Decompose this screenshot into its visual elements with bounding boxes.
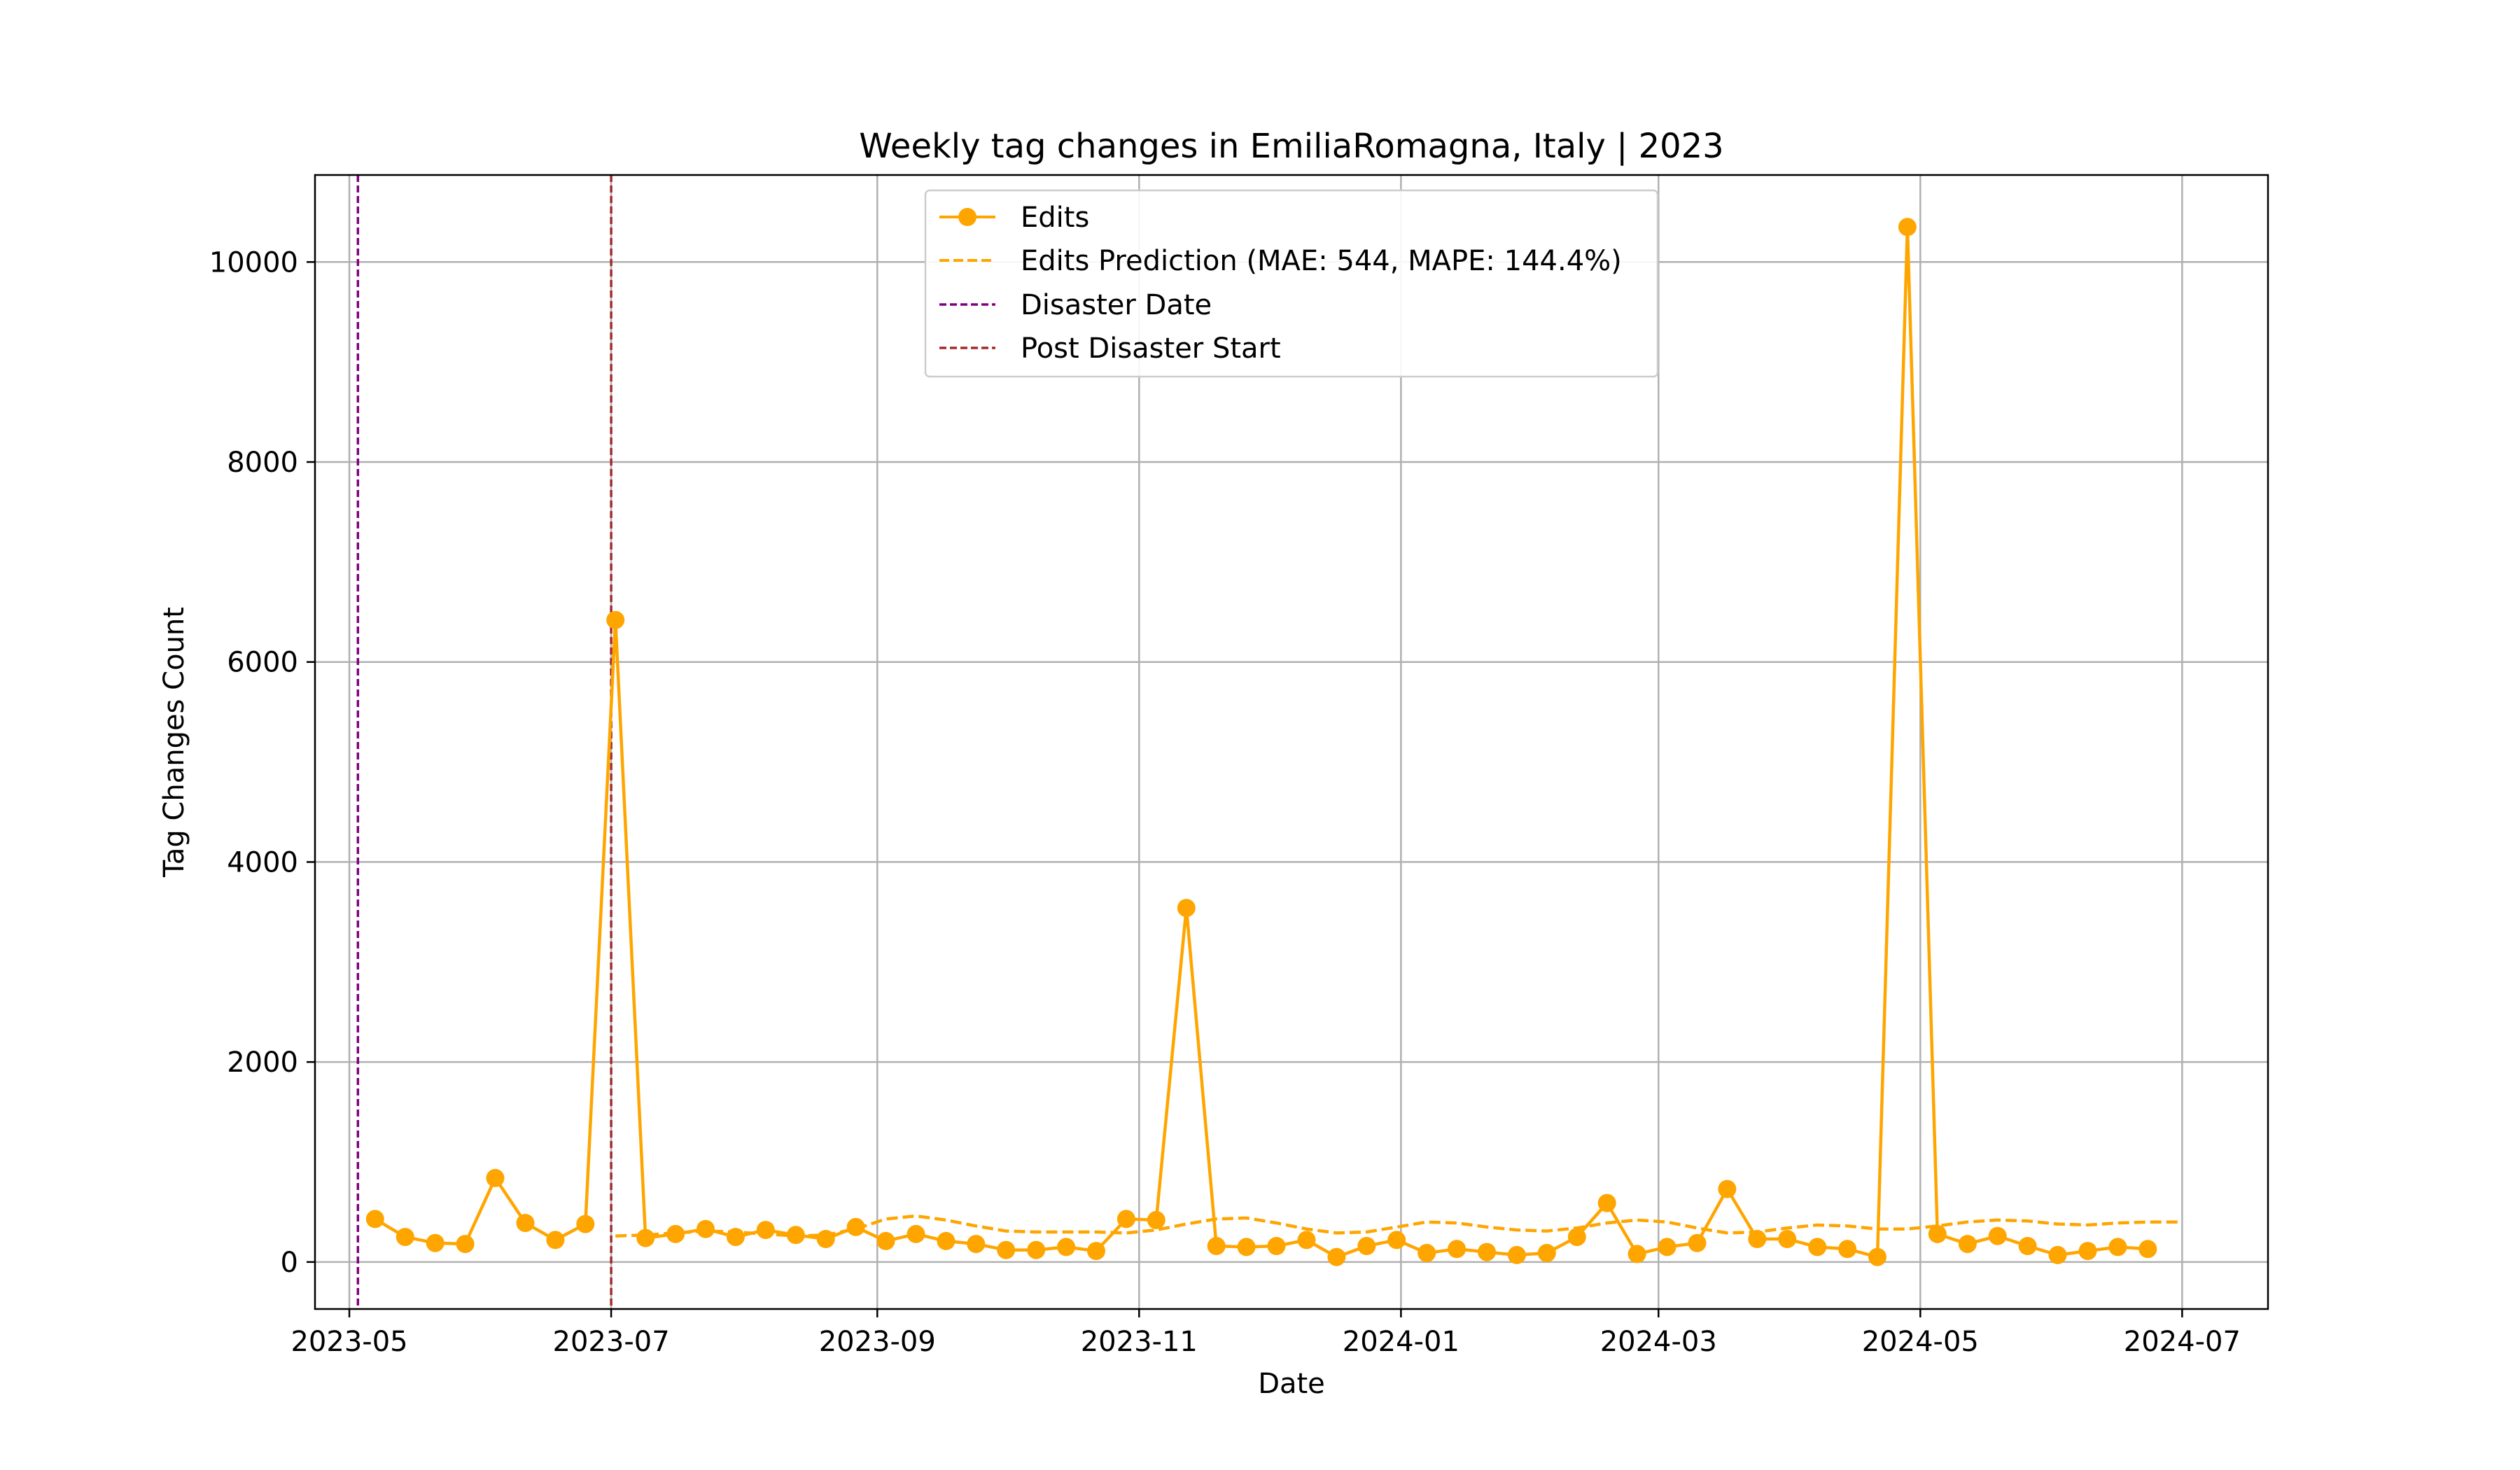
edits-point (666, 1224, 685, 1243)
edits-point (1537, 1244, 1556, 1262)
edits-point (2138, 1240, 2157, 1259)
edits-point (1448, 1240, 1466, 1259)
edits-point (1567, 1228, 1586, 1247)
edits-point (1237, 1238, 1256, 1256)
edits-point (1658, 1238, 1676, 1256)
chart-title: Weekly tag changes in EmiliaRomagna, Ita… (859, 127, 1723, 166)
edits-point (937, 1231, 955, 1250)
edits-point (1147, 1210, 1166, 1229)
edits-point (756, 1221, 775, 1240)
edits-point (636, 1228, 655, 1247)
y-tick-label: 2000 (227, 1046, 298, 1079)
edits-point (1177, 899, 1196, 918)
y-tick-label: 8000 (227, 447, 298, 479)
edits-point (426, 1233, 444, 1252)
edits-point (1688, 1233, 1707, 1252)
edits-point (696, 1219, 715, 1238)
y-tick-label: 10000 (209, 246, 298, 279)
edits-point (2048, 1245, 2067, 1264)
prediction-line (615, 1214, 2178, 1238)
y-axis: 0 2000 4000 6000 8000 10000 (209, 246, 315, 1279)
edits-point (1597, 1194, 1616, 1212)
x-tick-label: 2023-09 (819, 1326, 936, 1358)
edits-point (1718, 1180, 1737, 1198)
edits-point (786, 1226, 805, 1245)
edits-point (1507, 1245, 1526, 1264)
x-tick-label: 2024-01 (1343, 1326, 1460, 1358)
edits-point (1267, 1237, 1286, 1255)
edits-point (2078, 1242, 2097, 1261)
edits-point (486, 1168, 505, 1187)
y-tick-label: 6000 (227, 647, 298, 679)
edits-point (1988, 1226, 2007, 1245)
edits-point (1958, 1235, 1977, 1254)
x-axis: 2023-05 2023-07 2023-09 2023-11 2024-01 2024-… (290, 1309, 2241, 1358)
edits-point (1116, 1210, 1135, 1228)
legend-disaster-label: Disaster Date (1021, 289, 1212, 321)
x-tick-label: 2024-07 (2124, 1326, 2241, 1358)
edits-point (1357, 1237, 1376, 1255)
edits-point (1027, 1240, 1046, 1259)
edits-point (2018, 1237, 2037, 1255)
edits-point (516, 1214, 535, 1233)
legend-edits-marker (958, 208, 976, 226)
edits-point (576, 1214, 595, 1233)
edits-point (365, 1210, 384, 1228)
edits-point (816, 1230, 835, 1248)
edits-point (1087, 1242, 1105, 1261)
edits-point (606, 610, 625, 629)
edits-point (1808, 1238, 1827, 1256)
edits-point (1778, 1230, 1797, 1248)
edits-point (1928, 1224, 1947, 1243)
edits-point (876, 1231, 895, 1250)
legend-box (924, 189, 1659, 378)
y-axis-title: Tag Changes Count (158, 607, 190, 878)
edits-point (2108, 1238, 2127, 1256)
edits-point (726, 1228, 745, 1247)
edits-point (997, 1240, 1016, 1259)
legend-prediction-label: Edits Prediction (MAE: 544, MAPE: 144.4%… (1021, 245, 1622, 277)
legend-edits-label: Edits (1021, 202, 1089, 234)
plot-frame (314, 174, 2269, 1310)
edits-point (1628, 1245, 1646, 1264)
edits-point (1838, 1240, 1857, 1259)
edits-point (1057, 1238, 1076, 1256)
edits-point (1327, 1247, 1346, 1266)
data-series (365, 218, 2178, 1266)
edits-point (967, 1235, 986, 1254)
legend-post-disaster-label: Post Disaster Start (1021, 332, 1281, 365)
y-tick-label: 0 (281, 1247, 298, 1279)
y-tick-label: 4000 (227, 846, 298, 878)
x-tick-label: 2023-07 (553, 1326, 670, 1358)
edits-point (1418, 1244, 1436, 1262)
x-axis-title: Date (1258, 1368, 1325, 1400)
edits-point (546, 1231, 565, 1250)
edits-point (1868, 1247, 1886, 1266)
edits-point (1387, 1231, 1406, 1250)
edits-point (1748, 1230, 1767, 1248)
x-tick-label: 2024-03 (1600, 1326, 1717, 1358)
edits-point (1898, 218, 1917, 237)
edits-point (846, 1217, 865, 1236)
edits-point (1297, 1231, 1316, 1250)
legend: Edits Edits Prediction (MAE: 544, MAPE: … (924, 189, 1659, 378)
x-tick-label: 2023-05 (290, 1326, 407, 1358)
edits-point (1207, 1237, 1226, 1255)
edits-point (396, 1228, 414, 1247)
x-tick-label: 2023-11 (1081, 1326, 1198, 1358)
event-lines (356, 175, 612, 1309)
edits-point (906, 1224, 925, 1243)
edits-point (456, 1235, 475, 1254)
edits-point (1478, 1242, 1496, 1261)
x-tick-label: 2024-05 (1862, 1326, 1979, 1358)
